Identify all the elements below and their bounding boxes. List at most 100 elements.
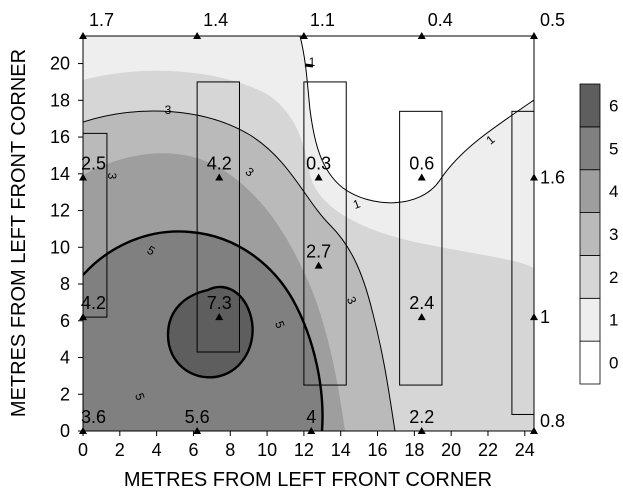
color-scale-label: 5	[609, 139, 618, 158]
measurement-marker	[193, 427, 202, 434]
measurement-marker	[215, 313, 224, 321]
color-scale-label: 2	[609, 268, 618, 287]
x-tick-label: 24	[515, 440, 535, 460]
measurement-value: 7.3	[207, 293, 232, 313]
measurement-marker	[530, 313, 538, 321]
contour-line-5	[83, 230, 324, 431]
contour-label: 5	[272, 319, 288, 330]
x-tick-label: 0	[78, 440, 88, 460]
x-tick-label: 18	[404, 440, 424, 460]
y-tick-label: 12	[50, 201, 70, 221]
y-tick-label: 14	[50, 164, 70, 184]
contour-tick-mark	[304, 63, 314, 68]
contour-line-3	[83, 110, 396, 431]
measurement-value: 0.4	[428, 10, 453, 30]
measurement-value: 0.8	[540, 411, 565, 431]
color-scale-legend: 0 1 2 3 4 5 6	[579, 83, 618, 385]
y-tick-label: 20	[50, 54, 70, 74]
measurement-marker	[530, 427, 538, 434]
y-tick-label: 16	[50, 127, 70, 147]
contour-label: 3	[105, 173, 119, 180]
y-tick-label: 6	[60, 311, 70, 331]
measurement-value: 1.1	[310, 10, 335, 30]
color-scale-label: 6	[609, 96, 618, 115]
measurement-marker	[314, 261, 323, 269]
y-axis: 0 2 4 6 8 10 12 14 16 18 20	[50, 54, 83, 441]
measurement-value: 5.6	[185, 407, 210, 427]
y-tick-label: 2	[60, 384, 70, 404]
contour-line-6	[166, 285, 254, 379]
contour-bands	[83, 36, 534, 431]
measurement-value: 0.3	[306, 153, 331, 173]
color-scale-swatch	[579, 212, 601, 256]
color-scale-swatch	[579, 83, 601, 128]
x-tick-label: 4	[152, 440, 162, 460]
measurement-value: 2.7	[306, 242, 331, 262]
measurement-marker	[530, 32, 538, 39]
x-tick-label: 2	[115, 440, 125, 460]
rectangle-outline	[196, 81, 240, 353]
y-tick-label: 8	[60, 274, 70, 294]
rectangle-outline	[399, 110, 443, 386]
color-scale-swatch	[579, 126, 601, 171]
y-axis-label: METRES FROM LEFT FRONT CORNER	[8, 49, 30, 417]
x-tick-label: 10	[257, 440, 277, 460]
measurement-value: 1.7	[89, 10, 114, 30]
measurement-marker	[79, 32, 87, 39]
contour-label: 1	[351, 196, 362, 212]
x-tick-label: 8	[225, 440, 235, 460]
y-tick-label: 0	[60, 421, 70, 441]
plot-frame	[82, 35, 535, 432]
color-scale-label: 1	[609, 311, 618, 330]
contour-label: 3	[165, 103, 172, 117]
measurement-marker	[307, 427, 316, 434]
measurement-value: 1.4	[203, 10, 228, 30]
measurement-value: 0.5	[540, 10, 565, 30]
measurement-marker	[417, 313, 426, 321]
measurement-value: 4.2	[81, 293, 106, 313]
color-scale-label: 4	[609, 182, 618, 201]
color-scale-swatch	[579, 255, 601, 299]
measurement-marker	[417, 427, 426, 434]
measurement-value: 4.2	[207, 153, 232, 173]
x-tick-label: 22	[478, 440, 498, 460]
color-scale-label: 3	[609, 225, 618, 244]
y-tick-label: 18	[50, 90, 70, 110]
measurement-marker	[417, 173, 426, 181]
measurement-marker	[417, 32, 426, 39]
measurement-value: 4	[306, 407, 316, 427]
contour-label: 1	[309, 55, 316, 69]
x-tick-label: 14	[331, 440, 351, 460]
measurement-marker	[79, 427, 87, 434]
band-level-6	[168, 286, 253, 378]
measurement-marker	[79, 173, 87, 181]
measurement-marker	[530, 173, 538, 181]
measurement-marker	[215, 173, 224, 181]
measurement-value: 3.6	[81, 407, 106, 427]
rectangle-outline	[303, 81, 347, 386]
measurement-value: 1.6	[540, 167, 565, 187]
measurement-marker	[193, 32, 202, 39]
measurement-value: 2.5	[81, 153, 106, 173]
x-axis-label: METRES FROM LEFT FRONT CORNER	[124, 469, 492, 491]
x-axis: 0 2 4 6 8 10 12 14 16 18 20 22 24	[78, 431, 535, 460]
color-scale-swatch	[579, 340, 601, 385]
measurement-marker	[314, 173, 323, 181]
measurement-value: 0.6	[409, 153, 434, 173]
y-tick-label: 4	[60, 348, 70, 368]
measurement-value: 1	[540, 307, 550, 327]
measurement-value: 2.2	[409, 407, 434, 427]
y-tick-label: 10	[50, 237, 70, 257]
measurement-value: 2.4	[409, 293, 434, 313]
contour-line-1	[299, 36, 534, 204]
measurement-marker	[299, 32, 308, 39]
x-tick-label: 16	[368, 440, 388, 460]
x-tick-label: 12	[294, 440, 314, 460]
contour-label: 5	[132, 391, 148, 402]
measurement-points: 1.7 1.4 1.1 0.4 0.5 2.5 4.2 0.3 0.6 1.6 2.7 4.2 7.3 2…	[79, 10, 565, 434]
x-tick-label: 20	[441, 440, 461, 460]
contour-lines	[83, 36, 534, 431]
measurement-marker	[79, 313, 87, 321]
color-scale-swatch	[579, 297, 601, 342]
